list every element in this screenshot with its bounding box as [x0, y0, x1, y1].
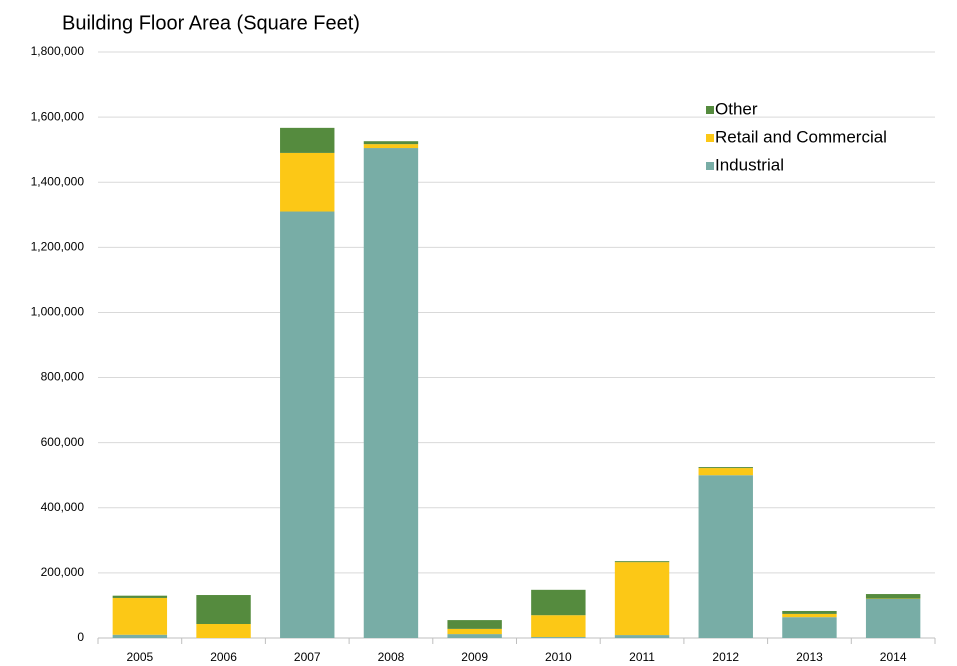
y-tick-label: 1,800,000	[31, 44, 85, 58]
bar-segment	[698, 468, 753, 476]
x-tick-label: 2009	[461, 650, 488, 664]
x-tick-label: 2011	[629, 650, 655, 664]
bar-segment	[865, 594, 921, 599]
bar-segment	[614, 562, 670, 636]
y-tick-label: 1,400,000	[31, 174, 85, 188]
bar-segment	[447, 620, 502, 629]
y-tick-label: 1,200,000	[31, 240, 85, 254]
chart-title: Building Floor Area (Square Feet)	[62, 12, 360, 34]
legend-swatch	[706, 106, 714, 114]
y-tick-label: 0	[77, 630, 84, 644]
bar-segment	[782, 613, 837, 618]
x-tick-label: 2007	[294, 650, 321, 664]
bar-segment	[531, 615, 586, 638]
bar-segment	[698, 475, 753, 638]
bar-segment	[531, 637, 586, 638]
legend-swatch	[706, 162, 714, 170]
x-tick-label: 2014	[880, 650, 907, 664]
bar-segment	[363, 141, 419, 145]
bar-segment	[196, 595, 251, 625]
bar-segment	[280, 127, 335, 153]
bar-segment	[865, 598, 921, 638]
bar-segment	[280, 211, 335, 638]
bar-segment	[447, 628, 502, 635]
legend-label: Other	[715, 99, 758, 118]
y-tick-label: 1,000,000	[31, 305, 85, 319]
bar-segment	[196, 624, 251, 638]
y-tick-label: 1,600,000	[31, 109, 85, 123]
bar-segment	[112, 634, 168, 638]
bar-segment	[280, 152, 335, 212]
bar-segment	[447, 634, 502, 638]
x-tick-label: 2012	[712, 650, 739, 664]
y-tick-label: 800,000	[41, 370, 85, 384]
bar-segment	[614, 635, 670, 638]
bar-segment	[363, 144, 419, 149]
y-tick-label: 600,000	[41, 435, 85, 449]
bar-segment	[363, 148, 419, 639]
bar-segment	[531, 589, 586, 616]
bar-segment	[614, 561, 670, 563]
bar-segment	[782, 610, 837, 614]
bar-segment	[698, 467, 753, 469]
x-tick-label: 2010	[545, 650, 572, 664]
x-tick-label: 2008	[378, 650, 405, 664]
y-tick-label: 200,000	[41, 565, 85, 579]
bar-segment	[112, 595, 168, 598]
x-tick-label: 2013	[796, 650, 823, 664]
x-tick-label: 2006	[210, 650, 237, 664]
legend-label: Retail and Commercial	[715, 127, 887, 146]
x-tick-label: 2005	[126, 650, 153, 664]
legend-swatch	[706, 134, 714, 142]
y-tick-label: 400,000	[41, 500, 85, 514]
bar-segment	[112, 597, 168, 635]
bar-segment	[782, 617, 837, 638]
legend-label: Industrial	[715, 155, 784, 174]
